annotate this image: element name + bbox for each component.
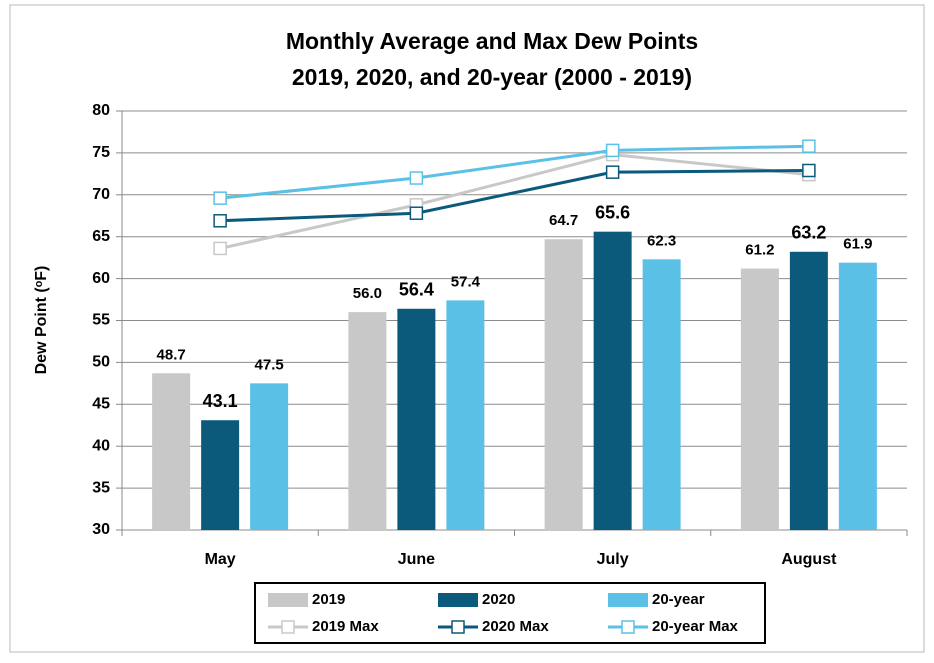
y-tick-label: 70 — [92, 186, 110, 203]
data-label: 56.0 — [353, 285, 382, 302]
data-label: 62.3 — [647, 232, 676, 249]
line-marker — [802, 163, 816, 178]
legend-swatch — [608, 593, 648, 607]
x-tick-label: May — [205, 551, 236, 568]
y-tick-label: 30 — [92, 521, 110, 538]
legend-label: 2019 Max — [312, 618, 379, 635]
bar — [642, 259, 681, 530]
y-tick-label: 35 — [92, 479, 110, 496]
legend — [254, 582, 766, 644]
x-tick-label: July — [597, 551, 629, 568]
bar — [593, 231, 632, 530]
line-marker — [213, 241, 227, 256]
data-label: 56.4 — [399, 280, 434, 300]
legend-swatch — [268, 593, 308, 607]
legend-swatch — [621, 620, 635, 634]
y-tick-label: 50 — [92, 354, 110, 371]
legend-label: 2020 Max — [482, 618, 549, 635]
chart-title: 2019, 2020, and 20-year (2000 - 2019) — [292, 64, 692, 90]
line-marker — [409, 206, 424, 220]
x-tick-label: August — [781, 551, 837, 568]
bar — [201, 420, 240, 530]
bar — [446, 300, 485, 530]
bar — [250, 383, 289, 530]
x-tick-label: June — [398, 551, 435, 568]
data-label: 47.5 — [255, 356, 284, 373]
bar — [789, 251, 828, 530]
bar — [838, 262, 877, 530]
y-axis-title: Dew Point (ᵒF) — [33, 266, 50, 375]
legend-swatch — [281, 620, 295, 634]
data-label: 48.7 — [157, 346, 186, 363]
legend-swatch — [451, 620, 465, 634]
y-tick-label: 55 — [92, 312, 110, 329]
data-label: 64.7 — [549, 212, 578, 229]
line-marker — [605, 143, 620, 158]
line-marker — [802, 139, 816, 153]
line — [219, 144, 809, 200]
data-label: 43.1 — [203, 391, 238, 411]
data-label: 57.4 — [451, 273, 481, 290]
bar — [348, 312, 387, 530]
y-tick-label: 75 — [92, 144, 110, 161]
bar — [740, 268, 779, 530]
line — [220, 168, 809, 223]
legend-label: 20-year Max — [652, 618, 739, 635]
y-tick-label: 60 — [92, 270, 110, 287]
legend-label: 2020 — [482, 591, 515, 608]
line-marker — [213, 191, 227, 205]
line — [219, 153, 810, 250]
bar — [397, 308, 436, 530]
line-marker — [605, 165, 620, 179]
bar — [544, 239, 583, 531]
data-label: 61.9 — [843, 236, 872, 253]
chart-title: Monthly Average and Max Dew Points — [286, 28, 698, 54]
y-tick-label: 45 — [92, 396, 110, 413]
legend-label: 20-year — [652, 591, 705, 608]
bar — [152, 373, 191, 530]
data-label: 63.2 — [791, 223, 826, 243]
line-marker — [213, 214, 227, 228]
data-label: 65.6 — [595, 202, 630, 222]
legend-label: 2019 — [312, 591, 345, 608]
y-tick-label: 80 — [92, 102, 110, 119]
y-tick-label: 40 — [92, 437, 110, 454]
line-marker — [409, 171, 424, 185]
y-tick-label: 65 — [92, 228, 110, 245]
data-label: 61.2 — [745, 242, 774, 259]
legend-swatch — [438, 593, 478, 607]
